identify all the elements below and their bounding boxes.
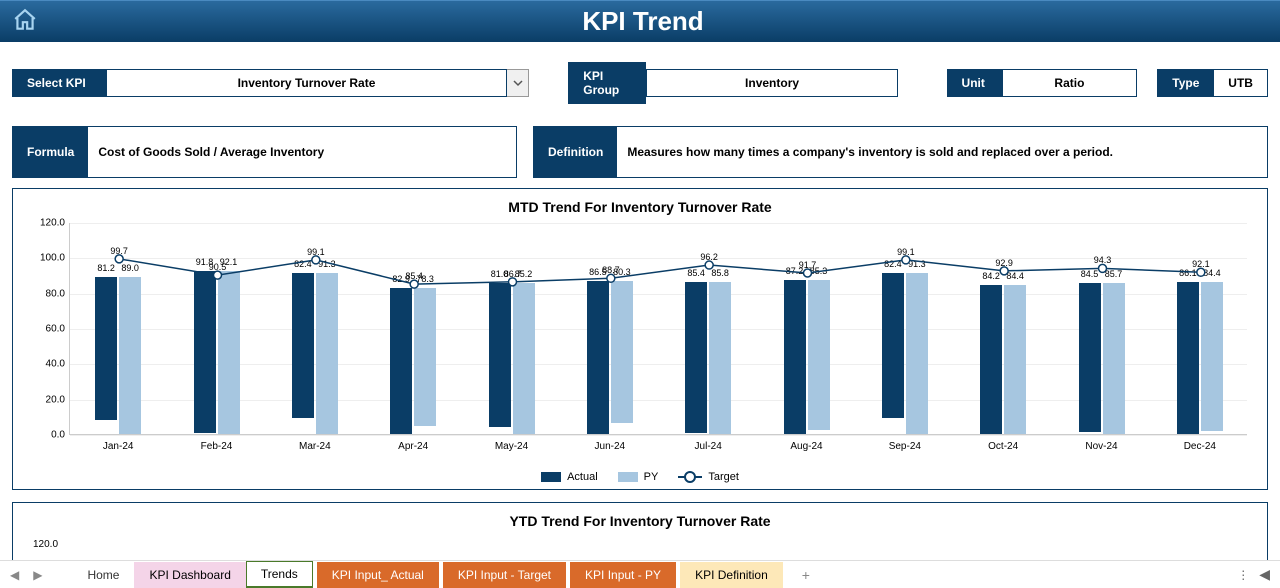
formula-label: Formula	[13, 127, 88, 177]
definition-box: Definition Measures how many times a com…	[533, 126, 1268, 178]
legend-py: PY	[618, 471, 659, 483]
tab-menu-icon[interactable]: ⋮	[1237, 568, 1249, 582]
home-icon[interactable]	[12, 7, 38, 36]
formula-value: Cost of Goods Sold / Average Inventory	[88, 127, 516, 177]
tab-kpi-dashboard[interactable]: KPI Dashboard	[134, 562, 245, 588]
definition-label: Definition	[534, 127, 617, 177]
chevron-down-icon	[513, 78, 523, 88]
unit-value: Ratio	[1002, 69, 1138, 97]
tab-scroll-right-icon[interactable]: ◀	[1259, 566, 1270, 583]
tab-home[interactable]: Home	[72, 562, 134, 588]
legend-target: Target	[678, 471, 739, 483]
select-kpi-dropdown-button[interactable]	[507, 69, 529, 97]
formula-box: Formula Cost of Goods Sold / Average Inv…	[12, 126, 517, 178]
tab-prev-icon[interactable]: ◀	[10, 568, 19, 582]
tab-kpi-definition[interactable]: KPI Definition	[680, 562, 783, 588]
tab-kpi-input-target[interactable]: KPI Input - Target	[443, 562, 566, 588]
page-title: KPI Trend	[58, 6, 1268, 37]
select-kpi-value[interactable]: Inventory Turnover Rate	[107, 69, 507, 97]
kpi-group-label: KPI Group	[568, 62, 646, 104]
tab-add-button[interactable]: +	[783, 561, 829, 588]
y-axis: 0.020.040.060.080.0100.0120.0	[23, 223, 69, 435]
tab-next-icon[interactable]: ▶	[33, 568, 42, 582]
tab-trends[interactable]: Trends	[246, 561, 313, 588]
unit-label: Unit	[947, 69, 1002, 97]
header-bar: KPI Trend	[0, 0, 1280, 42]
type-value: UTB	[1213, 69, 1268, 97]
tab-nav-arrows[interactable]: ◀ ▶	[10, 568, 42, 582]
legend-actual: Actual	[541, 471, 598, 483]
definition-value: Measures how many times a company's inve…	[617, 127, 1267, 177]
x-axis-labels: Jan-24Feb-24Mar-24Apr-24May-24Jun-24Jul-…	[69, 435, 1247, 463]
controls-row: Select KPI Inventory Turnover Rate KPI G…	[0, 42, 1280, 114]
ytd-chart-title: YTD Trend For Inventory Turnover Rate	[23, 513, 1257, 529]
ytd-y-tick: 120.0	[33, 539, 1257, 550]
kpi-group-value: Inventory	[646, 69, 897, 97]
select-kpi-control: Select KPI Inventory Turnover Rate	[12, 69, 529, 97]
chart-legend: Actual PY Target	[23, 471, 1257, 483]
mtd-chart-container: MTD Trend For Inventory Turnover Rate 0.…	[12, 188, 1268, 490]
type-label: Type	[1157, 69, 1213, 97]
mtd-chart-title: MTD Trend For Inventory Turnover Rate	[23, 199, 1257, 215]
sheet-tabs: ◀ ▶ Home KPI Dashboard Trends KPI Input_…	[0, 560, 1280, 588]
plot-area: 81.289.091.892.182.491.382.978.381.085.2…	[69, 223, 1247, 435]
tab-kpi-input-actual[interactable]: KPI Input_ Actual	[317, 562, 439, 588]
select-kpi-label: Select KPI	[12, 69, 107, 97]
info-row: Formula Cost of Goods Sold / Average Inv…	[0, 114, 1280, 188]
tab-kpi-input-py[interactable]: KPI Input - PY	[570, 562, 676, 588]
mtd-chart: 0.020.040.060.080.0100.0120.0 81.289.091…	[23, 223, 1257, 463]
